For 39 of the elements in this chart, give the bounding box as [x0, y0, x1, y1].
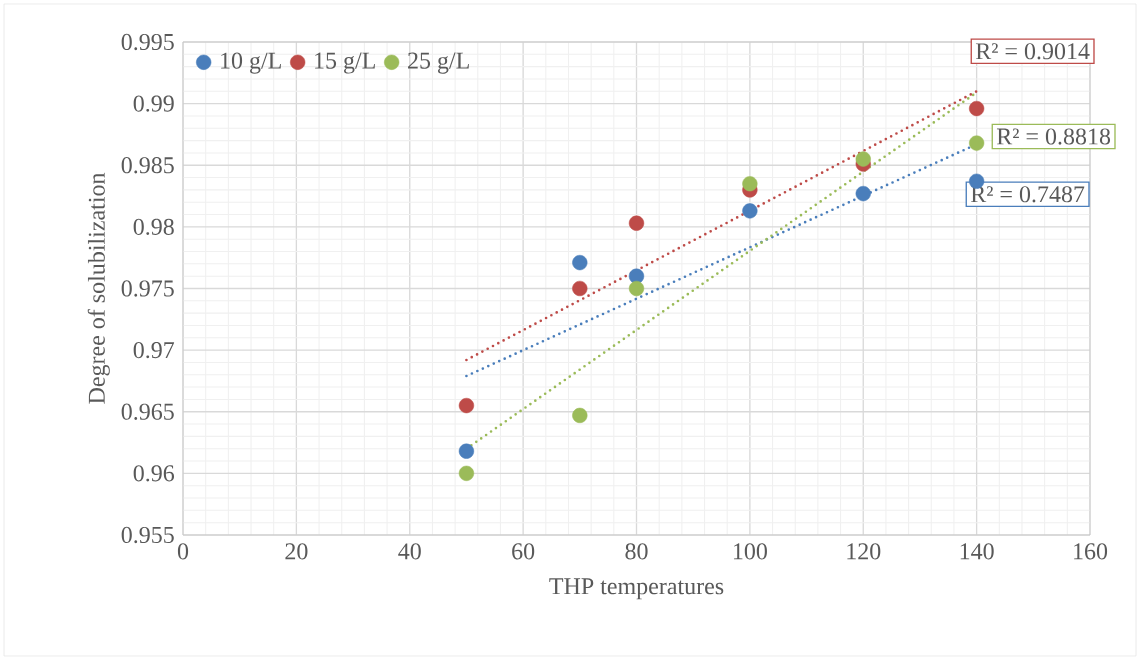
- x-tick-label: 40: [398, 543, 421, 560]
- point: [458, 397, 475, 414]
- point: [458, 443, 475, 459]
- y-tick-label: 0.975: [121, 280, 174, 297]
- x-tick-label: 160: [1074, 543, 1108, 560]
- x-tick-label: 120: [847, 543, 881, 560]
- point: [628, 280, 645, 297]
- x-tick-label: 20: [285, 543, 308, 560]
- y-tick-label: 0.97: [133, 341, 175, 359]
- point: [572, 255, 588, 271]
- point: [855, 185, 871, 202]
- point: [742, 176, 758, 192]
- point: [458, 465, 475, 481]
- x-tick-label: 80: [625, 543, 648, 560]
- point: [572, 280, 588, 297]
- legend-label: 25 g/L: [408, 52, 469, 74]
- x-axis-title: THP temperatures: [549, 578, 724, 600]
- annotation: R² = 0.9014: [975, 43, 1090, 60]
- y-axis-title: Degree of solubilization: [87, 172, 110, 404]
- x-tick-label: 140: [960, 543, 994, 560]
- point: [628, 215, 645, 231]
- point: [969, 135, 985, 151]
- legend-label: 15 g/L: [315, 52, 375, 74]
- point: [969, 100, 985, 117]
- annotation: R² = 0.8818: [996, 128, 1111, 145]
- y-tick-label: 0.965: [121, 403, 174, 420]
- x-tick-label: 60: [512, 543, 535, 560]
- y-tick-label: 0.99: [133, 95, 174, 112]
- y-tick-label: 0.955: [121, 526, 174, 544]
- y-tick-label: 0.985: [121, 157, 174, 174]
- x-tick-label: 100: [733, 543, 767, 560]
- point: [742, 203, 758, 219]
- y-tick-label: 0.995: [121, 33, 174, 51]
- legend-label: 10 g/L: [221, 52, 281, 74]
- y-tick-label: 0.96: [133, 465, 175, 482]
- point: [572, 407, 588, 424]
- y-tick-label: 0.98: [133, 218, 174, 236]
- x-tick-label: 0: [177, 543, 189, 560]
- point: [855, 151, 871, 167]
